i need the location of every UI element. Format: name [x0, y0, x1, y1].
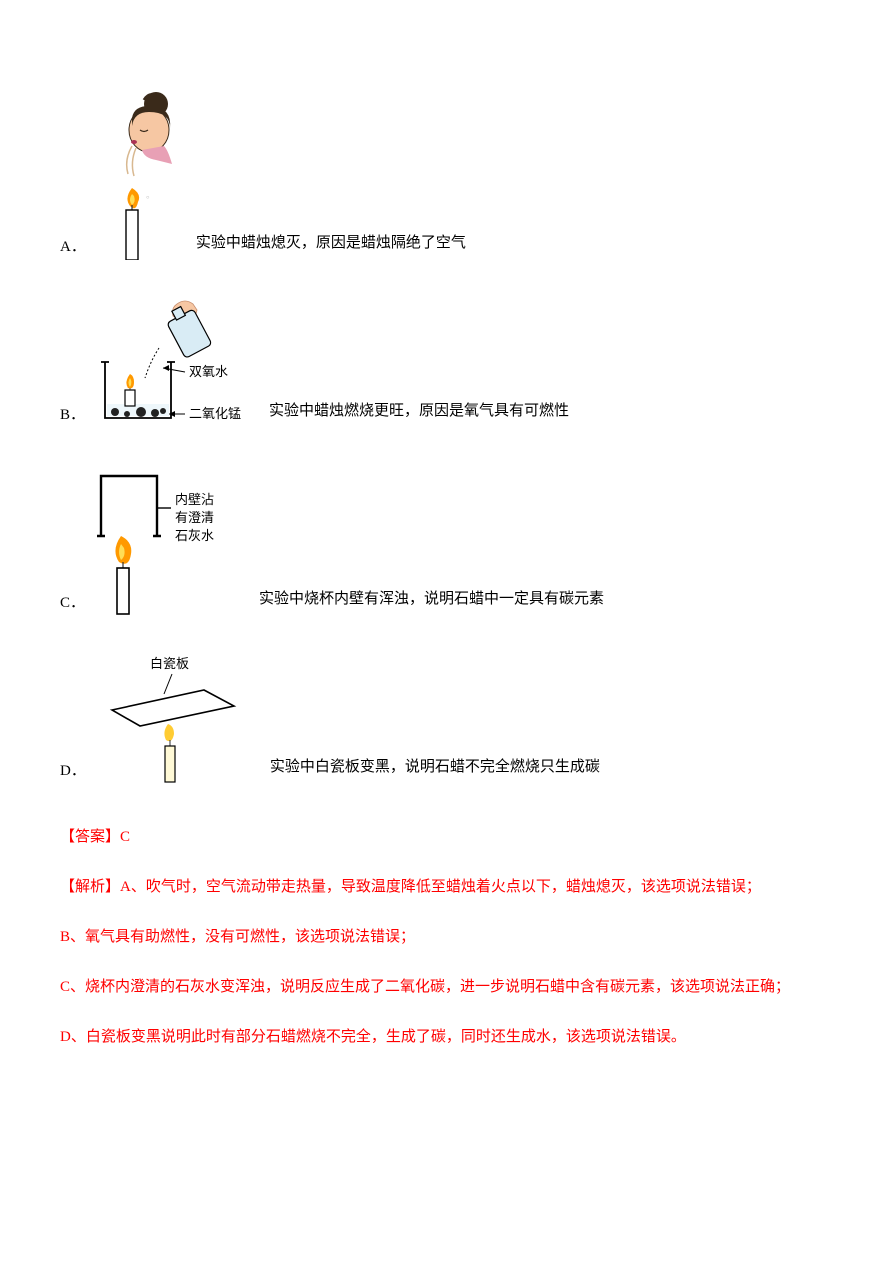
- explain-label: 【解析】: [60, 879, 120, 895]
- beaker-icon: [101, 362, 175, 418]
- answer-line: 【答案】C: [60, 822, 832, 852]
- explain-a-text: A、吹气时，空气流动带走热量，导致温度降低至蜡烛着火点以下，蜡烛熄灭，该选项说法…: [120, 879, 761, 895]
- answer-block: 【答案】C 【解析】A、吹气时，空气流动带走热量，导致温度降低至蜡烛着火点以下，…: [60, 822, 832, 1052]
- label-line-icon: [164, 674, 172, 694]
- candle-icon: [126, 210, 138, 260]
- option-a-row: A． 。: [60, 90, 832, 260]
- inverted-beaker-icon: [97, 476, 161, 536]
- ceramic-plate-icon: [112, 690, 234, 726]
- breath-line-icon: [132, 148, 136, 176]
- flame-icon: [115, 536, 131, 564]
- option-d-row: D． 白瓷板 实验中白瓷板变黑，说明石蜡不完全燃烧只生成碳: [60, 654, 832, 784]
- answer-value: C: [120, 829, 130, 845]
- option-b-row: B．: [60, 298, 832, 428]
- flame-icon: [164, 724, 174, 741]
- plate-label: 白瓷板: [150, 656, 189, 671]
- flame-icon: [127, 188, 139, 208]
- candle-icon: [117, 568, 129, 614]
- girl-head-icon: [129, 92, 172, 164]
- option-a-diagram: 。: [94, 90, 190, 260]
- candle-in-beaker-icon: [125, 374, 135, 406]
- annotation-mno2: 二氧化锰: [169, 406, 241, 421]
- option-c-text: 实验中烧杯内壁有浑浊，说明石蜡中一定具有碳元素: [259, 587, 604, 617]
- explain-a: 【解析】A、吹气时，空气流动带走热量，导致温度降低至蜡烛着火点以下，蜡烛熄灭，该…: [60, 872, 832, 902]
- annotation-text2: 有澄清: [175, 510, 214, 525]
- option-b-diagram: 双氧水 二氧化锰: [93, 298, 263, 428]
- option-b-label: B．: [60, 403, 85, 429]
- explain-b: B、氧气具有助燃性，没有可燃性，该选项说法错误；: [60, 922, 832, 952]
- option-c-diagram: 内壁沾 有澄清 石灰水: [93, 466, 253, 616]
- option-d-text: 实验中白瓷板变黑，说明石蜡不完全燃烧只生成碳: [270, 755, 600, 785]
- candle-icon: [165, 746, 175, 782]
- svg-text:二氧化锰: 二氧化锰: [189, 406, 241, 421]
- option-d-label: D．: [60, 759, 86, 785]
- svg-text:双氧水: 双氧水: [189, 364, 228, 379]
- explain-d: D、白瓷板变黑说明此时有部分石蜡燃烧不完全，生成了碳，同时还生成水，该选项说法错…: [60, 1022, 832, 1052]
- explain-c: C、烧杯内澄清的石灰水变浑浊，说明反应生成了二氧化碳，进一步说明石蜡中含有碳元素…: [60, 972, 832, 1002]
- answer-label: 【答案】: [60, 829, 120, 845]
- watermark-text: 。: [146, 190, 155, 200]
- annotation-text3: 石灰水: [175, 528, 214, 543]
- breath-line-icon: [127, 146, 132, 174]
- option-c-label: C．: [60, 591, 85, 617]
- pour-stream-icon: [145, 348, 159, 378]
- option-c-row: C． 内壁沾 有澄清 石灰水 实验中烧杯内壁有浑浊，说明石蜡中一定具有碳元: [60, 466, 832, 616]
- option-a-label: A．: [60, 235, 86, 261]
- option-b-text: 实验中蜡烛燃烧更旺，原因是氧气具有可燃性: [269, 399, 569, 429]
- annotation-h2o2: 双氧水: [163, 364, 228, 379]
- option-a-text: 实验中蜡烛熄灭，原因是蜡烛隔绝了空气: [196, 231, 466, 261]
- annotation-text1: 内壁沾: [175, 492, 214, 507]
- option-d-diagram: 白瓷板: [94, 654, 264, 784]
